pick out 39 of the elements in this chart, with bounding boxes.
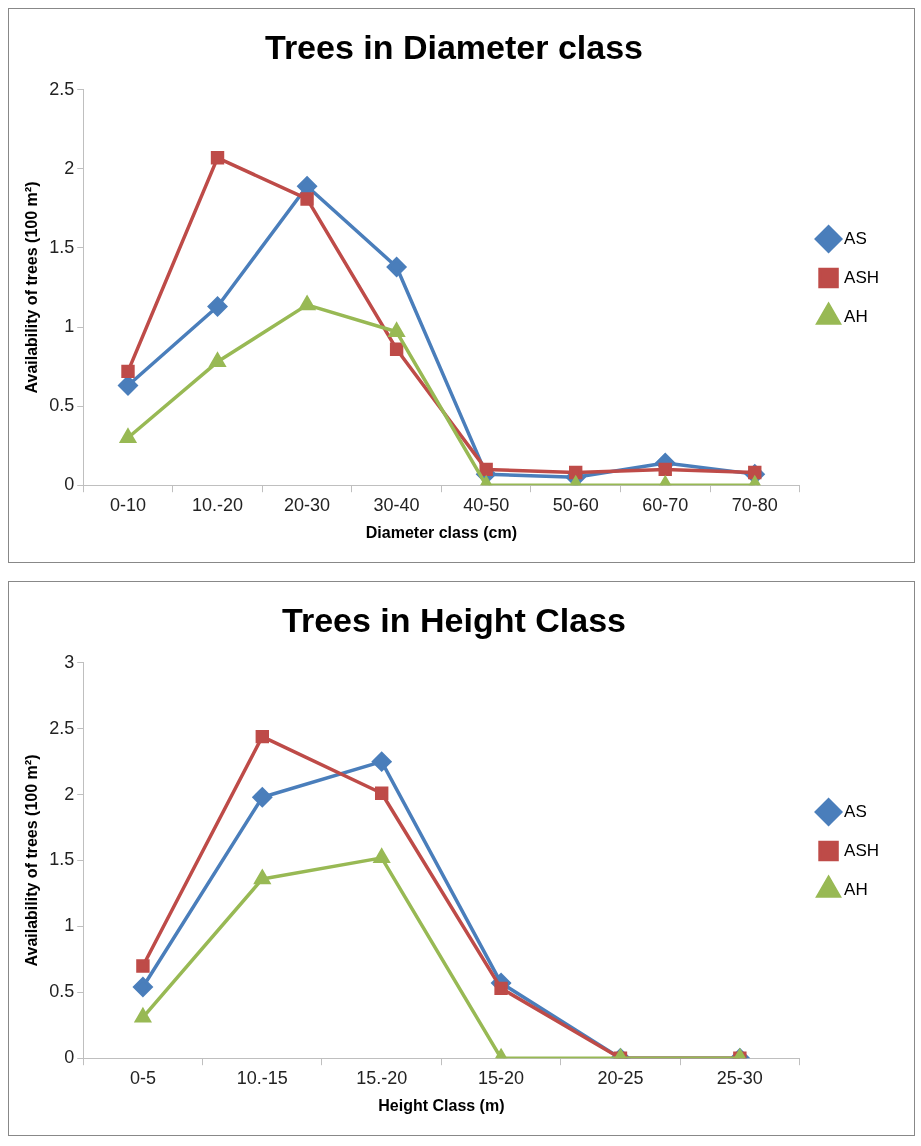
x-tick-label: 10.-20 <box>192 494 244 515</box>
x-tick-label: 15.-20 <box>356 1067 408 1088</box>
y-tick-label: 0.5 <box>49 981 75 1002</box>
y-tick-label: 2 <box>64 157 75 178</box>
x-tick-label: 20-25 <box>597 1067 644 1088</box>
y-tick-label: 1.5 <box>49 236 75 257</box>
x-axis-title: Diameter class (cm) <box>365 523 517 541</box>
y-axis-title: Availability of trees (100 m²) <box>23 181 41 394</box>
legend-label: ASH <box>844 267 880 287</box>
legend-label: AH <box>844 879 868 899</box>
x-tick-label: 50-60 <box>552 494 599 515</box>
x-tick-label: 0-10 <box>109 494 147 515</box>
x-tick-label: 30-40 <box>373 494 420 515</box>
y-tick-label: 2.5 <box>49 717 75 738</box>
legend-label: AS <box>844 228 867 248</box>
legend-label: ASH <box>844 840 880 860</box>
x-axis-title: Height Class (m) <box>378 1096 505 1114</box>
legend-label: AS <box>844 801 867 821</box>
y-tick-label: 3 <box>64 651 75 672</box>
y-tick-label: 1 <box>64 915 75 936</box>
y-tick-label: 1.5 <box>49 849 75 870</box>
y-axis-title: Availability of trees (100 m²) <box>23 754 41 967</box>
chart-title: Trees in Diameter class <box>264 27 644 66</box>
y-tick-label: 0 <box>64 474 75 495</box>
y-tick-label: 0.5 <box>49 395 75 416</box>
x-tick-label: 25-30 <box>716 1067 763 1088</box>
x-tick-label: 60-70 <box>642 494 689 515</box>
x-tick-label: 15-20 <box>478 1067 525 1088</box>
x-tick-label: 70-80 <box>731 494 778 515</box>
chart-title: Trees in Height Class <box>282 600 626 639</box>
y-tick-label: 2.5 <box>49 78 75 99</box>
y-tick-label: 2 <box>64 783 75 804</box>
x-tick-label: 10.-15 <box>236 1067 288 1088</box>
y-tick-label: 1 <box>64 316 75 337</box>
x-tick-label: 0-5 <box>129 1067 156 1088</box>
legend-label: AH <box>844 306 868 326</box>
y-tick-label: 0 <box>64 1047 75 1068</box>
x-tick-label: 40-50 <box>463 494 510 515</box>
x-tick-label: 20-30 <box>284 494 331 515</box>
